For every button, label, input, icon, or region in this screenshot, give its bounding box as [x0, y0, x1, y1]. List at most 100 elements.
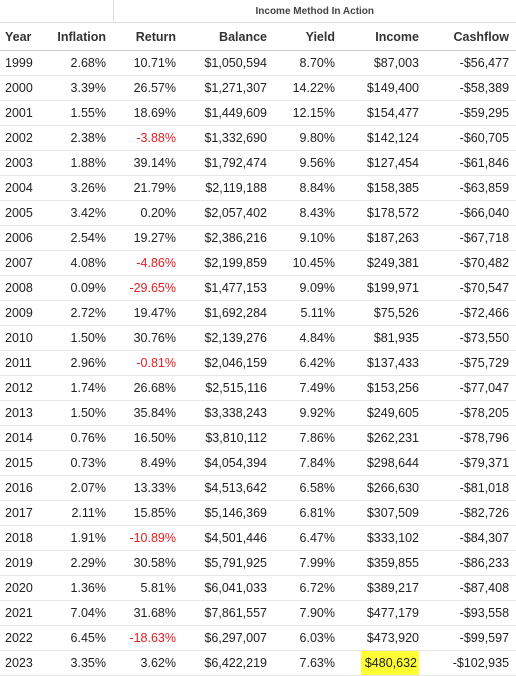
table-cell: $142,124 — [342, 125, 426, 151]
table-cell: 2.68% — [55, 50, 113, 76]
table-cell: 2021 — [0, 600, 55, 626]
table-cell: $262,231 — [342, 425, 426, 451]
table-cell: $154,477 — [342, 100, 426, 126]
table-cell: $7,861,557 — [183, 600, 274, 626]
table-cell: $1,271,307 — [183, 75, 274, 101]
table-row: 2014 0.76% 16.50% $3,810,112 7.86% $262,231 -$… — [0, 425, 516, 451]
table-cell: 1.91% — [55, 525, 113, 551]
table-cell: $5,146,369 — [183, 500, 274, 526]
column-header: Yield — [274, 22, 342, 51]
table-cell: 6.72% — [274, 575, 342, 601]
table-row: 2019 2.29% 30.58% $5,791,925 7.99% $359,855 -$… — [0, 550, 516, 576]
table-cell: 8.70% — [274, 50, 342, 76]
table-cell: 7.49% — [274, 375, 342, 401]
table-cell: -$72,466 — [426, 300, 516, 326]
table-cell: $158,385 — [342, 175, 426, 201]
table-cell: 1.50% — [55, 325, 113, 351]
table-cell: 7.90% — [274, 600, 342, 626]
table-cell: $2,046,159 — [183, 350, 274, 376]
table-row: 2021 7.04% 31.68% $7,861,557 7.90% $477,179 -$… — [0, 600, 516, 626]
table-cell: 2.72% — [55, 300, 113, 326]
table-cell: 7.86% — [274, 425, 342, 451]
table-title: Income Method In Action — [113, 0, 516, 23]
table-cell: 6.81% — [274, 500, 342, 526]
highlighted-value: $480,632 — [360, 651, 419, 675]
table-cell: -$67,718 — [426, 225, 516, 251]
table-cell: 5.81% — [113, 575, 183, 601]
table-cell: 2023 — [0, 650, 55, 676]
table-cell: 6.03% — [274, 625, 342, 651]
table-row: 2017 2.11% 15.85% $5,146,369 6.81% $307,509 -$… — [0, 500, 516, 526]
table-cell: 2000 — [0, 75, 55, 101]
table-row: 2013 1.50% 35.84% $3,338,243 9.92% $249,605 -$… — [0, 400, 516, 426]
table-cell: 2001 — [0, 100, 55, 126]
table-cell: 30.76% — [113, 325, 183, 351]
table-cell: -18.63% — [113, 625, 183, 651]
table-cell: 2003 — [0, 150, 55, 176]
table-cell: 0.73% — [55, 450, 113, 476]
table-cell: 35.84% — [113, 400, 183, 426]
table-cell: 15.85% — [113, 500, 183, 526]
table-cell: $1,477,153 — [183, 275, 274, 301]
table-cell: $2,057,402 — [183, 200, 274, 226]
table-cell: -$60,705 — [426, 125, 516, 151]
table-cell: $298,644 — [342, 450, 426, 476]
table-cell: 2015 — [0, 450, 55, 476]
table-cell: 2.38% — [55, 125, 113, 151]
table-cell: $2,139,276 — [183, 325, 274, 351]
table-cell: -$78,796 — [426, 425, 516, 451]
table-cell: $127,454 — [342, 150, 426, 176]
table-cell: 8.43% — [274, 200, 342, 226]
table-row: 2003 1.88% 39.14% $1,792,474 9.56% $127,454 -$… — [0, 150, 516, 176]
table-cell: $359,855 — [342, 550, 426, 576]
table-cell: 2010 — [0, 325, 55, 351]
table-cell: 12.15% — [274, 100, 342, 126]
table-cell: 19.27% — [113, 225, 183, 251]
table-cell: -$87,408 — [426, 575, 516, 601]
table-cell: -$63,859 — [426, 175, 516, 201]
blank-cell — [0, 0, 114, 23]
table-cell: 1.88% — [55, 150, 113, 176]
table-cell: $2,119,188 — [183, 175, 274, 201]
table-cell: -$86,233 — [426, 550, 516, 576]
table-cell: 2014 — [0, 425, 55, 451]
table-cell: -29.65% — [113, 275, 183, 301]
table-cell: 7.84% — [274, 450, 342, 476]
table-cell: 2.11% — [55, 500, 113, 526]
column-header: Return — [113, 22, 183, 51]
table-row: 2000 3.39% 26.57% $1,271,307 14.22% $149,400-… — [0, 75, 516, 101]
column-header: Year — [0, 22, 55, 51]
table-cell: 18.69% — [113, 100, 183, 126]
table-row: 2016 2.07% 13.33% $4,513,642 6.58% $266,630 -$… — [0, 475, 516, 501]
table-cell: $6,422,219 — [183, 650, 274, 676]
table-cell: 30.58% — [113, 550, 183, 576]
table-cell: 3.26% — [55, 175, 113, 201]
table-cell: $1,332,690 — [183, 125, 274, 151]
table-cell: $2,199,859 — [183, 250, 274, 276]
table-cell: $153,256 — [342, 375, 426, 401]
table-cell: 3.39% — [55, 75, 113, 101]
table-cell: -4.86% — [113, 250, 183, 276]
table-cell: -$56,477 — [426, 50, 516, 76]
table-cell: 16.50% — [113, 425, 183, 451]
table-cell: $199,971 — [342, 275, 426, 301]
table-cell: $477,179 — [342, 600, 426, 626]
table-cell: -$59,295 — [426, 100, 516, 126]
table-cell: 6.47% — [274, 525, 342, 551]
table-cell: -10.89% — [113, 525, 183, 551]
table-cell: $1,792,474 — [183, 150, 274, 176]
table-cell: 2012 — [0, 375, 55, 401]
table-cell: 13.33% — [113, 475, 183, 501]
table-cell: 1.55% — [55, 100, 113, 126]
table-cell: 2.96% — [55, 350, 113, 376]
table-body: 1999 2.68% 10.71% $1,050,594 8.70% $87,003 -$5… — [0, 50, 516, 676]
table-cell: 6.58% — [274, 475, 342, 501]
table-cell: 4.84% — [274, 325, 342, 351]
table-cell: 9.56% — [274, 150, 342, 176]
table-cell: 3.42% — [55, 200, 113, 226]
table-cell: 4.08% — [55, 250, 113, 276]
table-cell: 3.62% — [113, 650, 183, 676]
table-row: 2008 0.09% -29.65% $1,477,153 9.09% $199,971-… — [0, 275, 516, 301]
table-cell: 26.57% — [113, 75, 183, 101]
table-cell: $1,449,609 — [183, 100, 274, 126]
